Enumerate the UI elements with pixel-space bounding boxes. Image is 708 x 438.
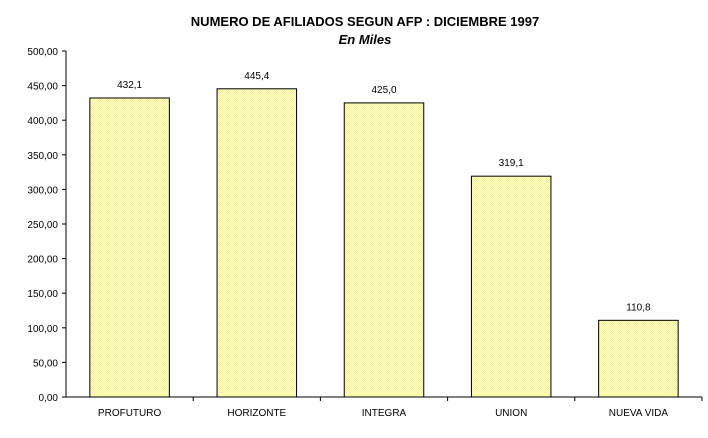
bar	[598, 319, 679, 398]
chart-title: NUMERO DE AFILIADOS SEGUN AFP : DICIEMBR…	[191, 14, 539, 29]
data-label: 110,8	[626, 302, 651, 313]
x-tick-label: HORIZONTE	[227, 408, 286, 419]
plot-area: 0,00 50,00 100,00 150,00 200,00 250,00 300,00 3…	[27, 47, 703, 419]
data-label: 445,4	[244, 71, 269, 82]
y-tick-label: 450,00	[27, 82, 58, 93]
data-label: 319,1	[499, 158, 524, 169]
x-tick-label: NUEVA VIDA	[609, 408, 669, 419]
y-tick-label: 300,00	[27, 185, 58, 196]
bar	[343, 102, 425, 398]
y-tick-label: 400,00	[27, 116, 58, 127]
y-tick-label: 200,00	[27, 255, 58, 266]
data-label: 425,0	[371, 85, 396, 96]
x-tick-label: INTEGRA	[362, 408, 407, 419]
y-tick-label: 0,00	[39, 393, 59, 404]
y-tick-label: 500,00	[27, 47, 58, 58]
y-tick-label: 150,00	[27, 289, 58, 300]
chart-subtitle: En Miles	[339, 32, 392, 47]
y-tick-label: 50,00	[33, 358, 58, 369]
y-tick-label: 100,00	[27, 324, 58, 335]
bar	[470, 175, 552, 398]
y-tick-label: 250,00	[27, 220, 58, 231]
y-tick-label: 350,00	[27, 151, 58, 162]
bar	[216, 88, 298, 398]
x-tick-label: UNION	[495, 408, 527, 419]
data-label: 432,1	[117, 80, 142, 91]
x-tick-label: PROFUTURO	[98, 408, 162, 419]
bar	[89, 97, 170, 398]
